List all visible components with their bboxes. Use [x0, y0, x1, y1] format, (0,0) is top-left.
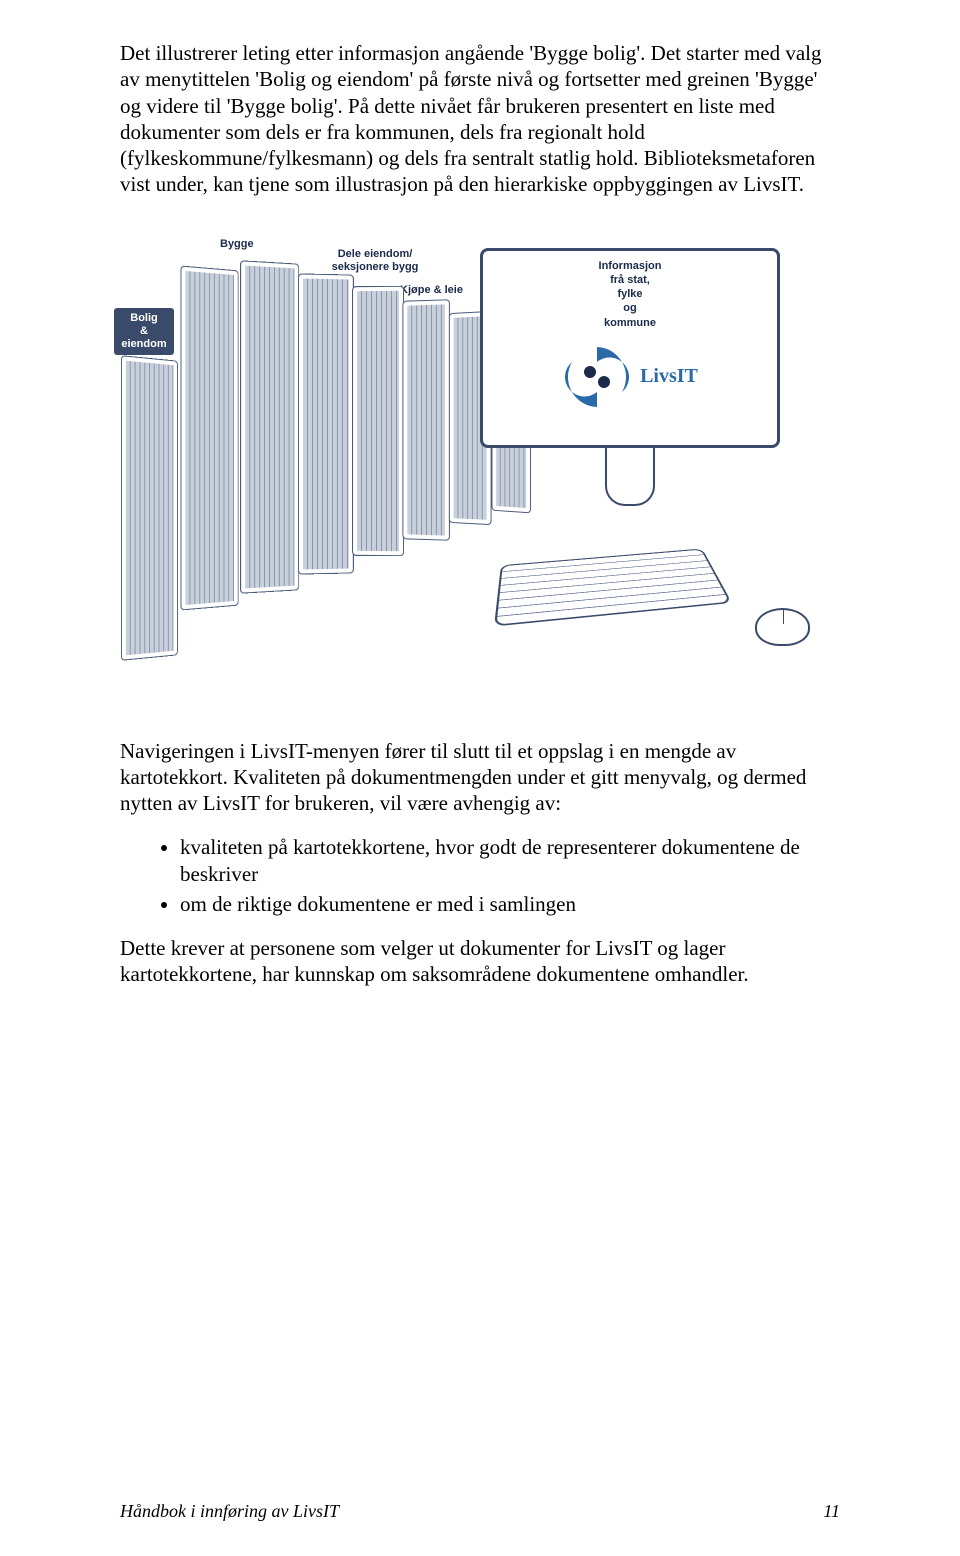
screen-line-3: fylke — [617, 288, 642, 300]
shelf-label-4: Kjøpe & leie — [400, 284, 463, 297]
shelf-label-3a: Dele eiendom/ — [338, 248, 413, 260]
library-metaphor-illustration: Bolig & eiendom Bygge Dele eiendom/ seks… — [120, 228, 840, 698]
bookshelves: Bolig & eiendom Bygge Dele eiendom/ seks… — [120, 268, 540, 688]
shelf-label-1a: Bolig — [130, 312, 158, 324]
paragraph-2: Navigeringen i LivsIT-menyen fører til s… — [120, 738, 840, 817]
monitor-screen: Informasjon frå stat, fylke og kommune L… — [480, 248, 780, 448]
livsit-logo: LivsIT — [562, 342, 698, 412]
page-number: 11 — [823, 1501, 840, 1522]
shelf-label-3b: seksjonere bygg — [332, 261, 419, 273]
bookshelf-column — [352, 285, 404, 555]
shelf-label-1c: eiendom — [121, 338, 166, 350]
bookshelf-column — [402, 299, 450, 541]
footer-title: Håndbok i innføring av LivsIT — [120, 1501, 339, 1522]
bookshelf-column — [121, 355, 178, 661]
shelf-label-2: Bygge — [220, 238, 254, 251]
list-item: om de riktige dokumentene er med i samli… — [180, 891, 840, 917]
bookshelf-column — [180, 265, 238, 610]
paragraph-3: Dette krever at personene som velger ut … — [120, 935, 840, 988]
shelf-label-1b: & — [140, 325, 148, 337]
screen-line-4: og — [623, 302, 636, 314]
mouse-icon — [755, 608, 810, 646]
livsit-logo-text: LivsIT — [640, 365, 698, 388]
monitor-stand — [605, 446, 655, 506]
bookshelf-column — [240, 260, 299, 593]
livsit-logo-icon — [562, 342, 632, 412]
list-item: kvaliteten på kartotekkortene, hvor godt… — [180, 834, 840, 887]
paragraph-1: Det illustrerer leting etter informasjon… — [120, 40, 840, 198]
bookshelf-column — [298, 273, 354, 574]
screen-line-5: kommune — [604, 317, 656, 329]
bullet-list: kvaliteten på kartotekkortene, hvor godt… — [180, 834, 840, 917]
computer-monitor: Informasjon frå stat, fylke og kommune L… — [480, 248, 780, 488]
screen-line-2: frå stat, — [610, 274, 650, 286]
page-footer: Håndbok i innføring av LivsIT 11 — [120, 1501, 840, 1522]
screen-line-1: Informasjon — [599, 260, 662, 272]
